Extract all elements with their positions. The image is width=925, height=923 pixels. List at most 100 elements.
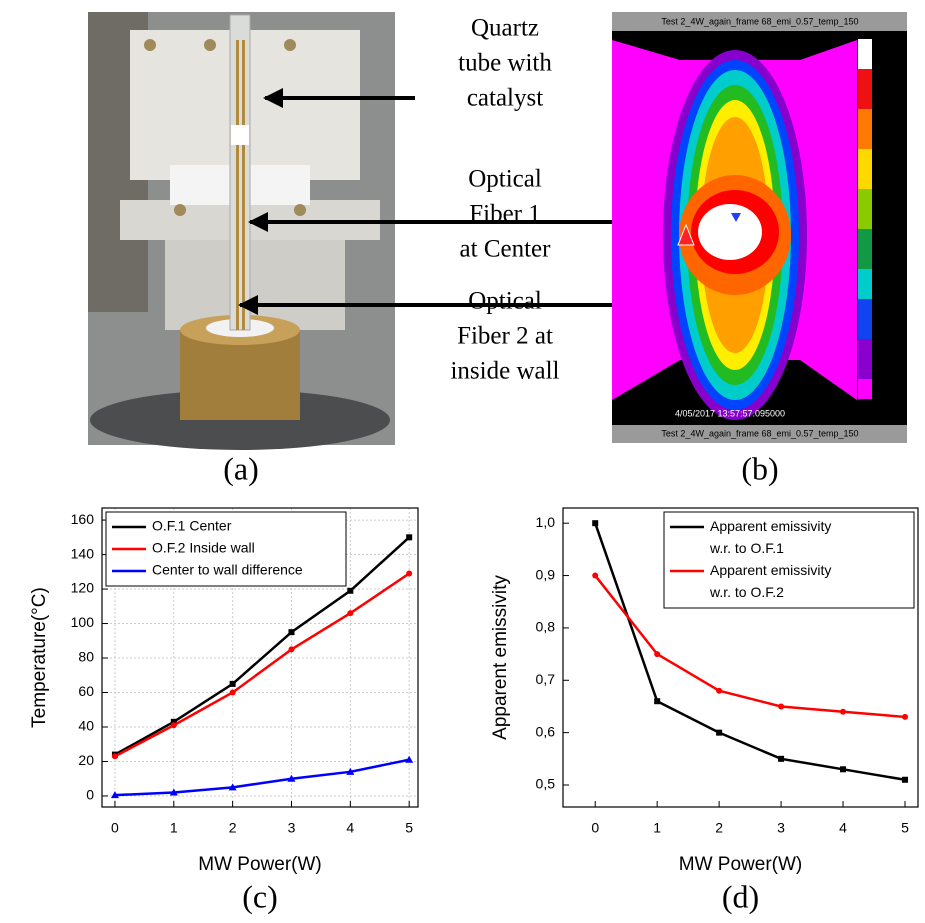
scale-label: 115.3: [875, 98, 897, 108]
scale-label: 84.7: [875, 193, 893, 203]
legend-box: [663, 511, 915, 609]
marker: [229, 680, 236, 687]
x-tick-label: 3: [777, 820, 785, 836]
marker: [840, 766, 847, 773]
x-axis-label: MW Power(W): [679, 854, 802, 875]
scale-label: 52.9: [875, 319, 893, 329]
caption: (a): [223, 450, 259, 486]
legend-label: O.F.2 Inside wall: [152, 540, 255, 556]
x-tick-label: 2: [229, 820, 237, 836]
marker: [110, 791, 119, 799]
legend-label: Apparent emissivity w.r. to O.F.2: [709, 562, 831, 600]
x-tick-label: 1: [170, 820, 178, 836]
series-line: [114, 536, 411, 756]
x-tick-label: 2: [715, 820, 723, 836]
marker: [778, 703, 785, 710]
legend-label: O.F.1 Center: [152, 518, 232, 534]
x-tick-label: 0: [591, 820, 599, 836]
series-line: [594, 522, 906, 782]
marker: [840, 708, 847, 715]
annotation: Fiber 1: [469, 201, 541, 228]
caption: (b): [741, 450, 778, 486]
chart: 0,5 0,6 0,7 0,8 0,9 1,0 0 1 2 3 4 5 MW Power(W) Appar…: [490, 507, 919, 914]
x-tick-label: 5: [901, 820, 909, 836]
y-tick-label: 0,9: [536, 566, 556, 582]
marker: [901, 713, 908, 720]
x-tick-label: 4: [346, 820, 354, 836]
chart: 0 20 40 60 80 100 120 140 160 0 1 2 3 4 5 MW Power(W) Te…: [29, 507, 419, 914]
annotation: Fiber 2 at: [457, 323, 553, 350]
caption: (d): [722, 878, 759, 914]
timestamp: 4/05/2017 13:57:57.095000: [675, 408, 785, 418]
annotation: inside wall: [450, 358, 559, 385]
scale-label: 44.7: [875, 351, 893, 361]
scale-label: 36.7: [875, 383, 893, 393]
marker: [716, 729, 723, 736]
scale-label: 25.9: [875, 414, 893, 424]
legend-label: Center to wall difference: [152, 562, 303, 578]
legend-label: Apparent emissivity w.r. to O.F.1: [709, 518, 831, 556]
marker: [288, 629, 295, 636]
x-tick-label: 3: [288, 820, 296, 836]
annotation: tube with: [458, 50, 552, 77]
y-tick-label: 0,5: [536, 776, 556, 792]
marker: [169, 788, 178, 796]
marker: [347, 610, 354, 617]
annotation: at Center: [460, 236, 552, 263]
marker: [592, 520, 599, 527]
x-tick-label: 5: [405, 820, 413, 836]
scale-label: 101.8: [875, 129, 898, 139]
y-tick-label: 140: [71, 545, 95, 561]
y-tick-label: 100: [71, 614, 95, 630]
marker: [405, 755, 414, 763]
marker: [287, 774, 296, 782]
y-tick-label: 0,7: [536, 671, 556, 687]
annotations: Quartz tube with catalyst Optical Fiber 1 at …: [450, 15, 559, 385]
thermal-footer: Test 2_4W_again_frame 68_emi_0.57_temp_1…: [661, 428, 858, 438]
y-axis-label: Temperature(°C): [29, 587, 50, 728]
marker: [406, 534, 413, 541]
annotation: Optical: [468, 166, 542, 193]
y-tick-label: 0,8: [536, 619, 556, 635]
y-tick-label: 160: [71, 511, 95, 527]
color-scale: 150.0 136.8 115.3 101.8 92.8 84.7 76.4 68.5 60.7…: [875, 34, 898, 424]
thermal-header: Test 2_4W_again_frame 68_emi_0.57_temp_1…: [661, 16, 858, 26]
marker: [170, 722, 177, 729]
marker: [654, 651, 661, 658]
annotation: Optical: [468, 288, 542, 315]
scale-label: 68.5: [875, 256, 893, 266]
marker: [228, 783, 237, 791]
marker: [229, 689, 236, 696]
y-tick-label: 80: [78, 649, 94, 665]
plot-frame: [562, 507, 919, 808]
marker: [346, 767, 355, 775]
marker: [288, 646, 295, 653]
x-axis-label: MW Power(W): [198, 854, 321, 875]
photo: [88, 12, 395, 450]
y-tick-label: 20: [78, 752, 94, 768]
marker: [406, 570, 413, 577]
x-tick-label: 0: [111, 820, 119, 836]
y-tick-label: 1,0: [536, 514, 556, 530]
plot-frame: [101, 507, 419, 808]
marker: [778, 755, 785, 762]
x-tick-label: 4: [839, 820, 847, 836]
y-tick-label: 0: [86, 787, 94, 803]
series-line: [114, 572, 410, 758]
y-tick-label: 60: [78, 683, 94, 699]
marker: [592, 572, 599, 579]
annotation: Quartz: [471, 15, 539, 42]
scale-label: 92.8: [875, 161, 893, 171]
marker: [170, 718, 177, 725]
marker: [716, 687, 723, 694]
thermal-image: [612, 12, 907, 443]
x-tick-label: 1: [653, 820, 661, 836]
series-line: [594, 574, 906, 719]
marker: [654, 698, 661, 705]
marker: [111, 753, 118, 760]
scale-label: 60.7: [875, 288, 893, 298]
y-axis-label: Apparent emissivity: [490, 575, 511, 740]
scale-label: 76.4: [875, 224, 893, 234]
